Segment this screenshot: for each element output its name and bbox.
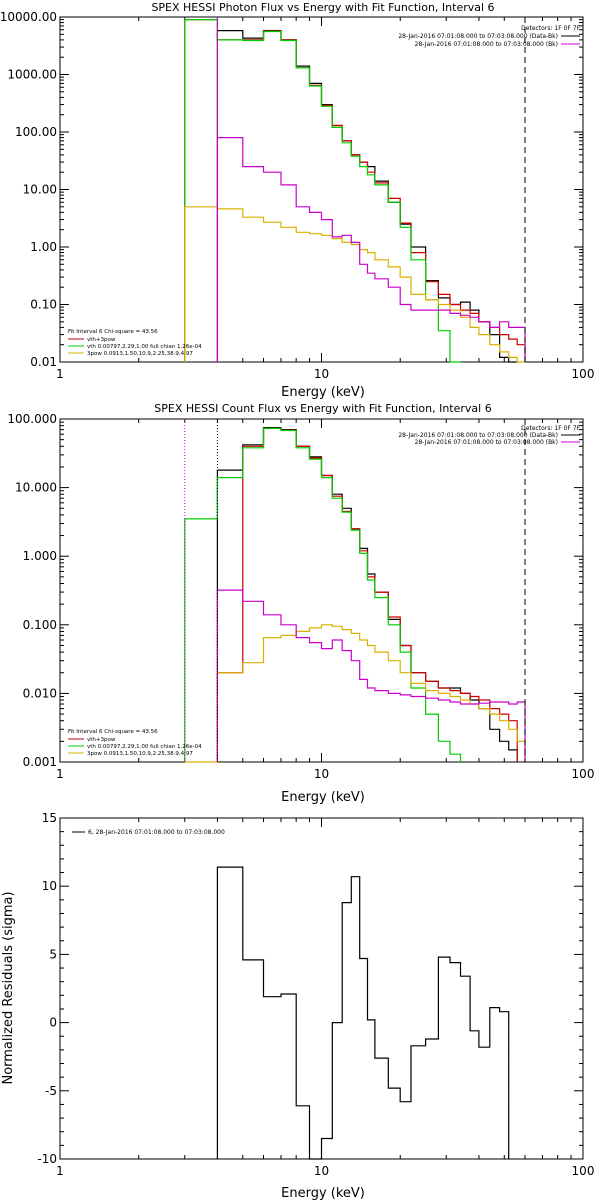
panel1-plot-frame bbox=[59, 16, 584, 363]
y-tick-label: 0.001 bbox=[23, 755, 57, 769]
panel2-series-group bbox=[184, 427, 526, 763]
x-tick-label: 100 bbox=[572, 1164, 595, 1178]
x-tick-label: 10 bbox=[314, 767, 329, 781]
panel1-fit-label-vth: vth 0.00797,2.29,1.00 full chian 1.26e-0… bbox=[87, 344, 202, 350]
y-tick-label: 1000.00 bbox=[7, 68, 57, 82]
x-tick-label: 10 bbox=[314, 1164, 329, 1178]
panel1-fit-label-vth3pow: vth+3pow bbox=[87, 337, 116, 343]
panel3-x-axis: 1 10 100 bbox=[56, 818, 594, 1178]
panel1-fit-label-3pow: 3pow 0.0913,1.50,10.9,2.25,38.9,4.97 bbox=[87, 351, 193, 357]
panel3-legend-label: 6, 28-Jan-2016 07:01:08.000 to 07:03:08.… bbox=[88, 829, 225, 836]
x-tick-label: 100 bbox=[572, 767, 595, 781]
y-tick-label: 100.000 bbox=[7, 412, 57, 426]
panel1-title: SPEX HESSI Photon Flux vs Energy with Fi… bbox=[151, 1, 494, 14]
panel2-fit-label-vth3pow: vth+3pow bbox=[87, 737, 116, 743]
panel2-x-label: Energy (keV) bbox=[281, 790, 365, 805]
series-vth-3pow bbox=[216, 427, 518, 762]
y-tick-label: 0.10 bbox=[30, 298, 57, 312]
series-bk bbox=[216, 589, 526, 762]
y-tick-label: 10000.00 bbox=[0, 10, 57, 24]
x-tick-label: 1 bbox=[56, 1164, 64, 1178]
y-tick-label: 1.00 bbox=[30, 240, 57, 254]
x-tick-label: 1 bbox=[56, 367, 64, 381]
panel2-fit-header: Fit Interval 6 Chi-square = 43.56 bbox=[68, 729, 158, 735]
y-tick-label: 0.010 bbox=[23, 686, 57, 700]
series-vth bbox=[184, 19, 461, 363]
series-data-bk bbox=[216, 427, 518, 762]
panel1-vlines bbox=[216, 17, 526, 362]
panel2-fit-label-vth: vth 0.00797,2.29,1.00 full chian 1.26e-0… bbox=[87, 744, 202, 750]
y-tick-label: 0.01 bbox=[30, 355, 57, 369]
panel1-legend-bk-label: 28-Jan-2016 07:01:08.000 to 07:03:08.000… bbox=[415, 41, 558, 48]
panel2-top-legend: Detectors: 1F 0F 7F 28-Jan-2016 07:01:08… bbox=[398, 425, 580, 446]
panel2-legend-bk-label: 28-Jan-2016 07:01:08.000 to 07:03:08.000… bbox=[415, 439, 558, 446]
panel2-fit-legend: Fit Interval 6 Chi-square = 43.56 vth+3p… bbox=[68, 729, 202, 757]
x-tick-label: 10 bbox=[314, 367, 329, 381]
photon-flux-panel: SPEX HESSI Photon Flux vs Energy with Fi… bbox=[0, 1, 594, 400]
panel2-legend-data-label: 28-Jan-2016 07:01:08.000 to 07:03:08.000… bbox=[398, 432, 558, 439]
panel3-legend: 6, 28-Jan-2016 07:01:08.000 to 07:03:08.… bbox=[72, 829, 225, 836]
panel3-y-axis: -10 -5 0 5 10 15 bbox=[37, 811, 583, 1166]
series-3pow bbox=[184, 206, 525, 363]
panel1-detectors-label: Detectors: 1F 0F 7F bbox=[521, 25, 580, 32]
panel1-series-group bbox=[184, 19, 526, 363]
y-tick-label: 5 bbox=[49, 947, 57, 961]
panel2-title: SPEX HESSI Count Flux vs Energy with Fit… bbox=[154, 402, 491, 415]
y-tick-label: -5 bbox=[45, 1084, 57, 1098]
panel3-plot-frame bbox=[59, 817, 584, 1160]
series-vth bbox=[184, 427, 462, 762]
y-tick-label: -10 bbox=[37, 1152, 57, 1166]
y-tick-label: 15 bbox=[42, 811, 57, 825]
panel2-y-axis: 0.001 0.010 0.100 1.000 10.000 100.000 bbox=[7, 412, 583, 769]
residuals-panel: -10 -5 0 5 10 15 1 10 100 Energy (keV) Normaliz… bbox=[1, 811, 594, 1200]
panel3-x-label: Energy (keV) bbox=[281, 1186, 365, 1200]
panel1-y-axis: 0.01 0.10 1.00 10.00 100.00 1000.00 10000.00 bbox=[0, 10, 583, 369]
x-tick-label: 100 bbox=[572, 367, 595, 381]
series-data-bk bbox=[216, 30, 518, 363]
x-tick-label: 1 bbox=[56, 767, 64, 781]
count-flux-panel: SPEX HESSI Count Flux vs Energy with Fit… bbox=[7, 402, 594, 805]
panel1-fit-header: Fit Interval 6 Chi-square = 43.56 bbox=[68, 329, 158, 335]
series-bk bbox=[216, 137, 526, 362]
panel2-fit-label-3pow: 3pow 0.0913,1.50,10.9,2.25,38.9,4.97 bbox=[87, 751, 193, 757]
y-tick-label: 0 bbox=[49, 1016, 57, 1030]
panel2-detectors-label: Detectors: 1F 0F 7F bbox=[521, 425, 580, 432]
panel1-legend-data-label: 28-Jan-2016 07:01:08.000 to 07:03:08.000… bbox=[398, 33, 558, 40]
panel1-top-legend: Detectors: 1F 0F 7F 28-Jan-2016 07:01:08… bbox=[398, 25, 580, 48]
panel2-vlines bbox=[184, 419, 526, 762]
panel1-x-label: Energy (keV) bbox=[281, 385, 365, 400]
y-tick-label: 10.00 bbox=[23, 183, 57, 197]
panel3-series-group bbox=[216, 866, 510, 1160]
y-tick-label: 10 bbox=[42, 879, 57, 893]
panel2-x-axis: 1 10 100 bbox=[56, 419, 594, 781]
y-tick-label: 100.00 bbox=[15, 125, 57, 139]
y-tick-label: 0.100 bbox=[23, 618, 57, 632]
series-6-28-jan-2016-07-01-08-000-to-07-03-08-000 bbox=[216, 866, 510, 1160]
y-tick-label: 1.000 bbox=[23, 549, 57, 563]
panel3-y-label: Normalized Residuals (sigma) bbox=[1, 891, 16, 1084]
panel1-fit-legend: Fit Interval 6 Chi-square = 43.56 vth+3p… bbox=[68, 329, 202, 357]
y-tick-label: 10.000 bbox=[15, 481, 57, 495]
panel1-x-axis: 1 10 100 bbox=[56, 17, 594, 381]
series-3pow bbox=[184, 624, 526, 763]
